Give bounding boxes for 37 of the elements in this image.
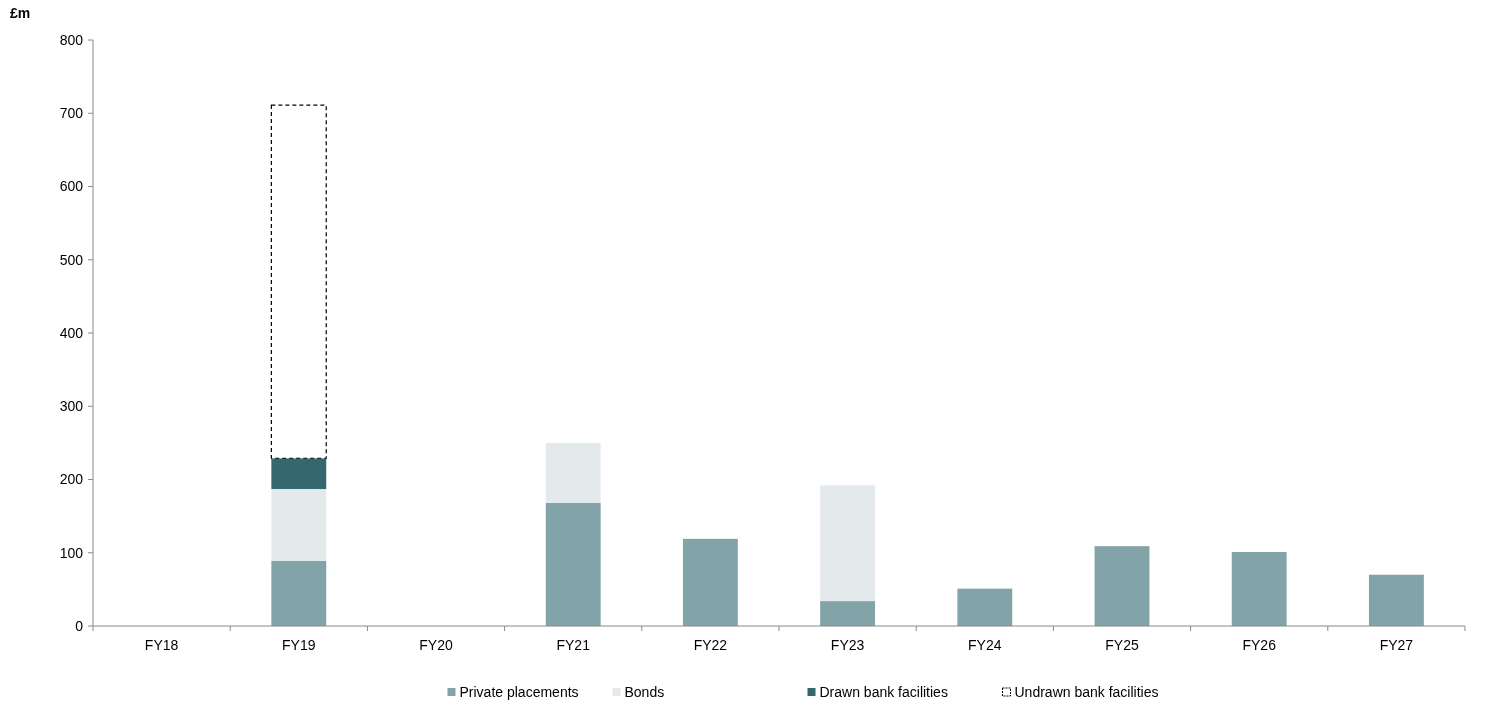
x-tick-label: FY19	[282, 637, 316, 653]
y-axis-title: £m	[10, 5, 31, 21]
bar	[271, 458, 327, 490]
bar	[820, 601, 876, 626]
x-tick-label: FY26	[1242, 637, 1277, 653]
y-tick-label: 400	[59, 324, 84, 341]
x-tick-label: FY23	[830, 637, 865, 653]
x-tick-label: FY27	[1379, 637, 1414, 653]
bar	[545, 502, 601, 626]
y-tick-label: 800	[59, 31, 84, 48]
y-tick-label: 600	[59, 178, 84, 195]
y-tick-label: 300	[59, 398, 84, 415]
x-tick-label: FY21	[556, 637, 591, 653]
legend-label: Bonds	[624, 683, 665, 700]
y-tick-label: 200	[59, 471, 84, 488]
legend-label: Private placements	[459, 683, 579, 700]
y-tick-label: 700	[59, 105, 84, 122]
x-tick-label: FY18	[144, 637, 179, 653]
y-tick-label: 0	[75, 617, 84, 634]
x-tick-label: FY25	[1105, 637, 1139, 653]
bar	[271, 560, 327, 626]
y-tick-label: 100	[59, 544, 84, 561]
bar	[957, 588, 1013, 626]
bar	[270, 104, 327, 459]
bar	[682, 538, 738, 626]
bar	[820, 485, 876, 602]
legend-label: Drawn bank facilities	[819, 683, 948, 700]
y-tick-label: 500	[59, 251, 84, 268]
bar	[545, 442, 601, 503]
legend-label: Undrawn bank facilities	[1014, 683, 1159, 700]
x-tick-label: FY20	[419, 637, 453, 653]
bar	[1368, 574, 1424, 626]
x-tick-label: FY24	[968, 637, 1002, 653]
bar	[1231, 552, 1287, 626]
bar	[1094, 546, 1150, 626]
bar	[271, 489, 327, 561]
x-tick-label: FY22	[693, 637, 728, 653]
